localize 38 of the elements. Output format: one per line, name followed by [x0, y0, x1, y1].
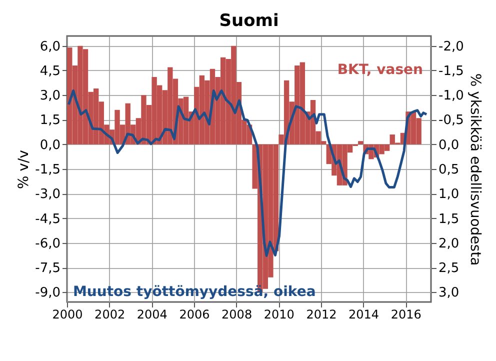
x-tick-label: 2006 [179, 308, 210, 322]
y-tick-label: 4,5 [40, 64, 60, 79]
chart-title: Suomi [219, 11, 279, 31]
x-tick-label: 2016 [390, 308, 422, 322]
y-tick-label: 0,0 [40, 138, 60, 153]
x-tick-label: 2014 [348, 308, 380, 322]
y2-tick-label: 1,0 [438, 187, 460, 202]
y2-axis-title: % yksikköä edellisvuodesta [466, 73, 483, 266]
y2-tick-label: -2,0 [438, 39, 464, 54]
y-axis-title: % v/v [16, 150, 32, 190]
y-tick-label: -9,0 [35, 286, 60, 301]
x-tick-label: 2012 [306, 308, 337, 322]
y-tick-label: 3,0 [40, 88, 60, 104]
y-tick-label: 6,0 [40, 39, 60, 54]
y2-tick-label: -1,5 [438, 64, 464, 79]
y2-tick-label: 2,5 [438, 261, 460, 276]
x-tick-label: 2010 [264, 308, 294, 322]
y-tick-label: -4,5 [35, 212, 60, 227]
y-tick-label: -7,5 [35, 261, 60, 276]
text: Muutos työttömyydessä, oikea [73, 284, 316, 300]
x-tick-label: 2008 [222, 308, 252, 322]
y2-tick-label: 0,5 [438, 162, 460, 178]
bar [358, 141, 364, 144]
x-tick-label: 2002 [94, 308, 126, 322]
y-tick-label: -1,5 [35, 162, 60, 178]
x-tick-label: 2004 [136, 308, 168, 322]
text: BKT, vasen [337, 62, 423, 78]
y2-tick-label: 3,0 [438, 286, 460, 301]
y2-tick-label: 0,0 [438, 138, 460, 153]
line-series [67, 89, 428, 257]
y2-tick-label: 2,0 [438, 236, 460, 252]
y2-tick-label: -0,5 [438, 113, 464, 128]
y-tick-label: -3,0 [35, 187, 60, 202]
y-tick-label: 1,5 [40, 113, 60, 128]
y-tick-label: -6,0 [35, 236, 60, 252]
y2-tick-label: 1,5 [438, 212, 460, 227]
x-tick-label: 2000 [52, 308, 83, 322]
y2-tick-label: -1,0 [438, 88, 464, 104]
